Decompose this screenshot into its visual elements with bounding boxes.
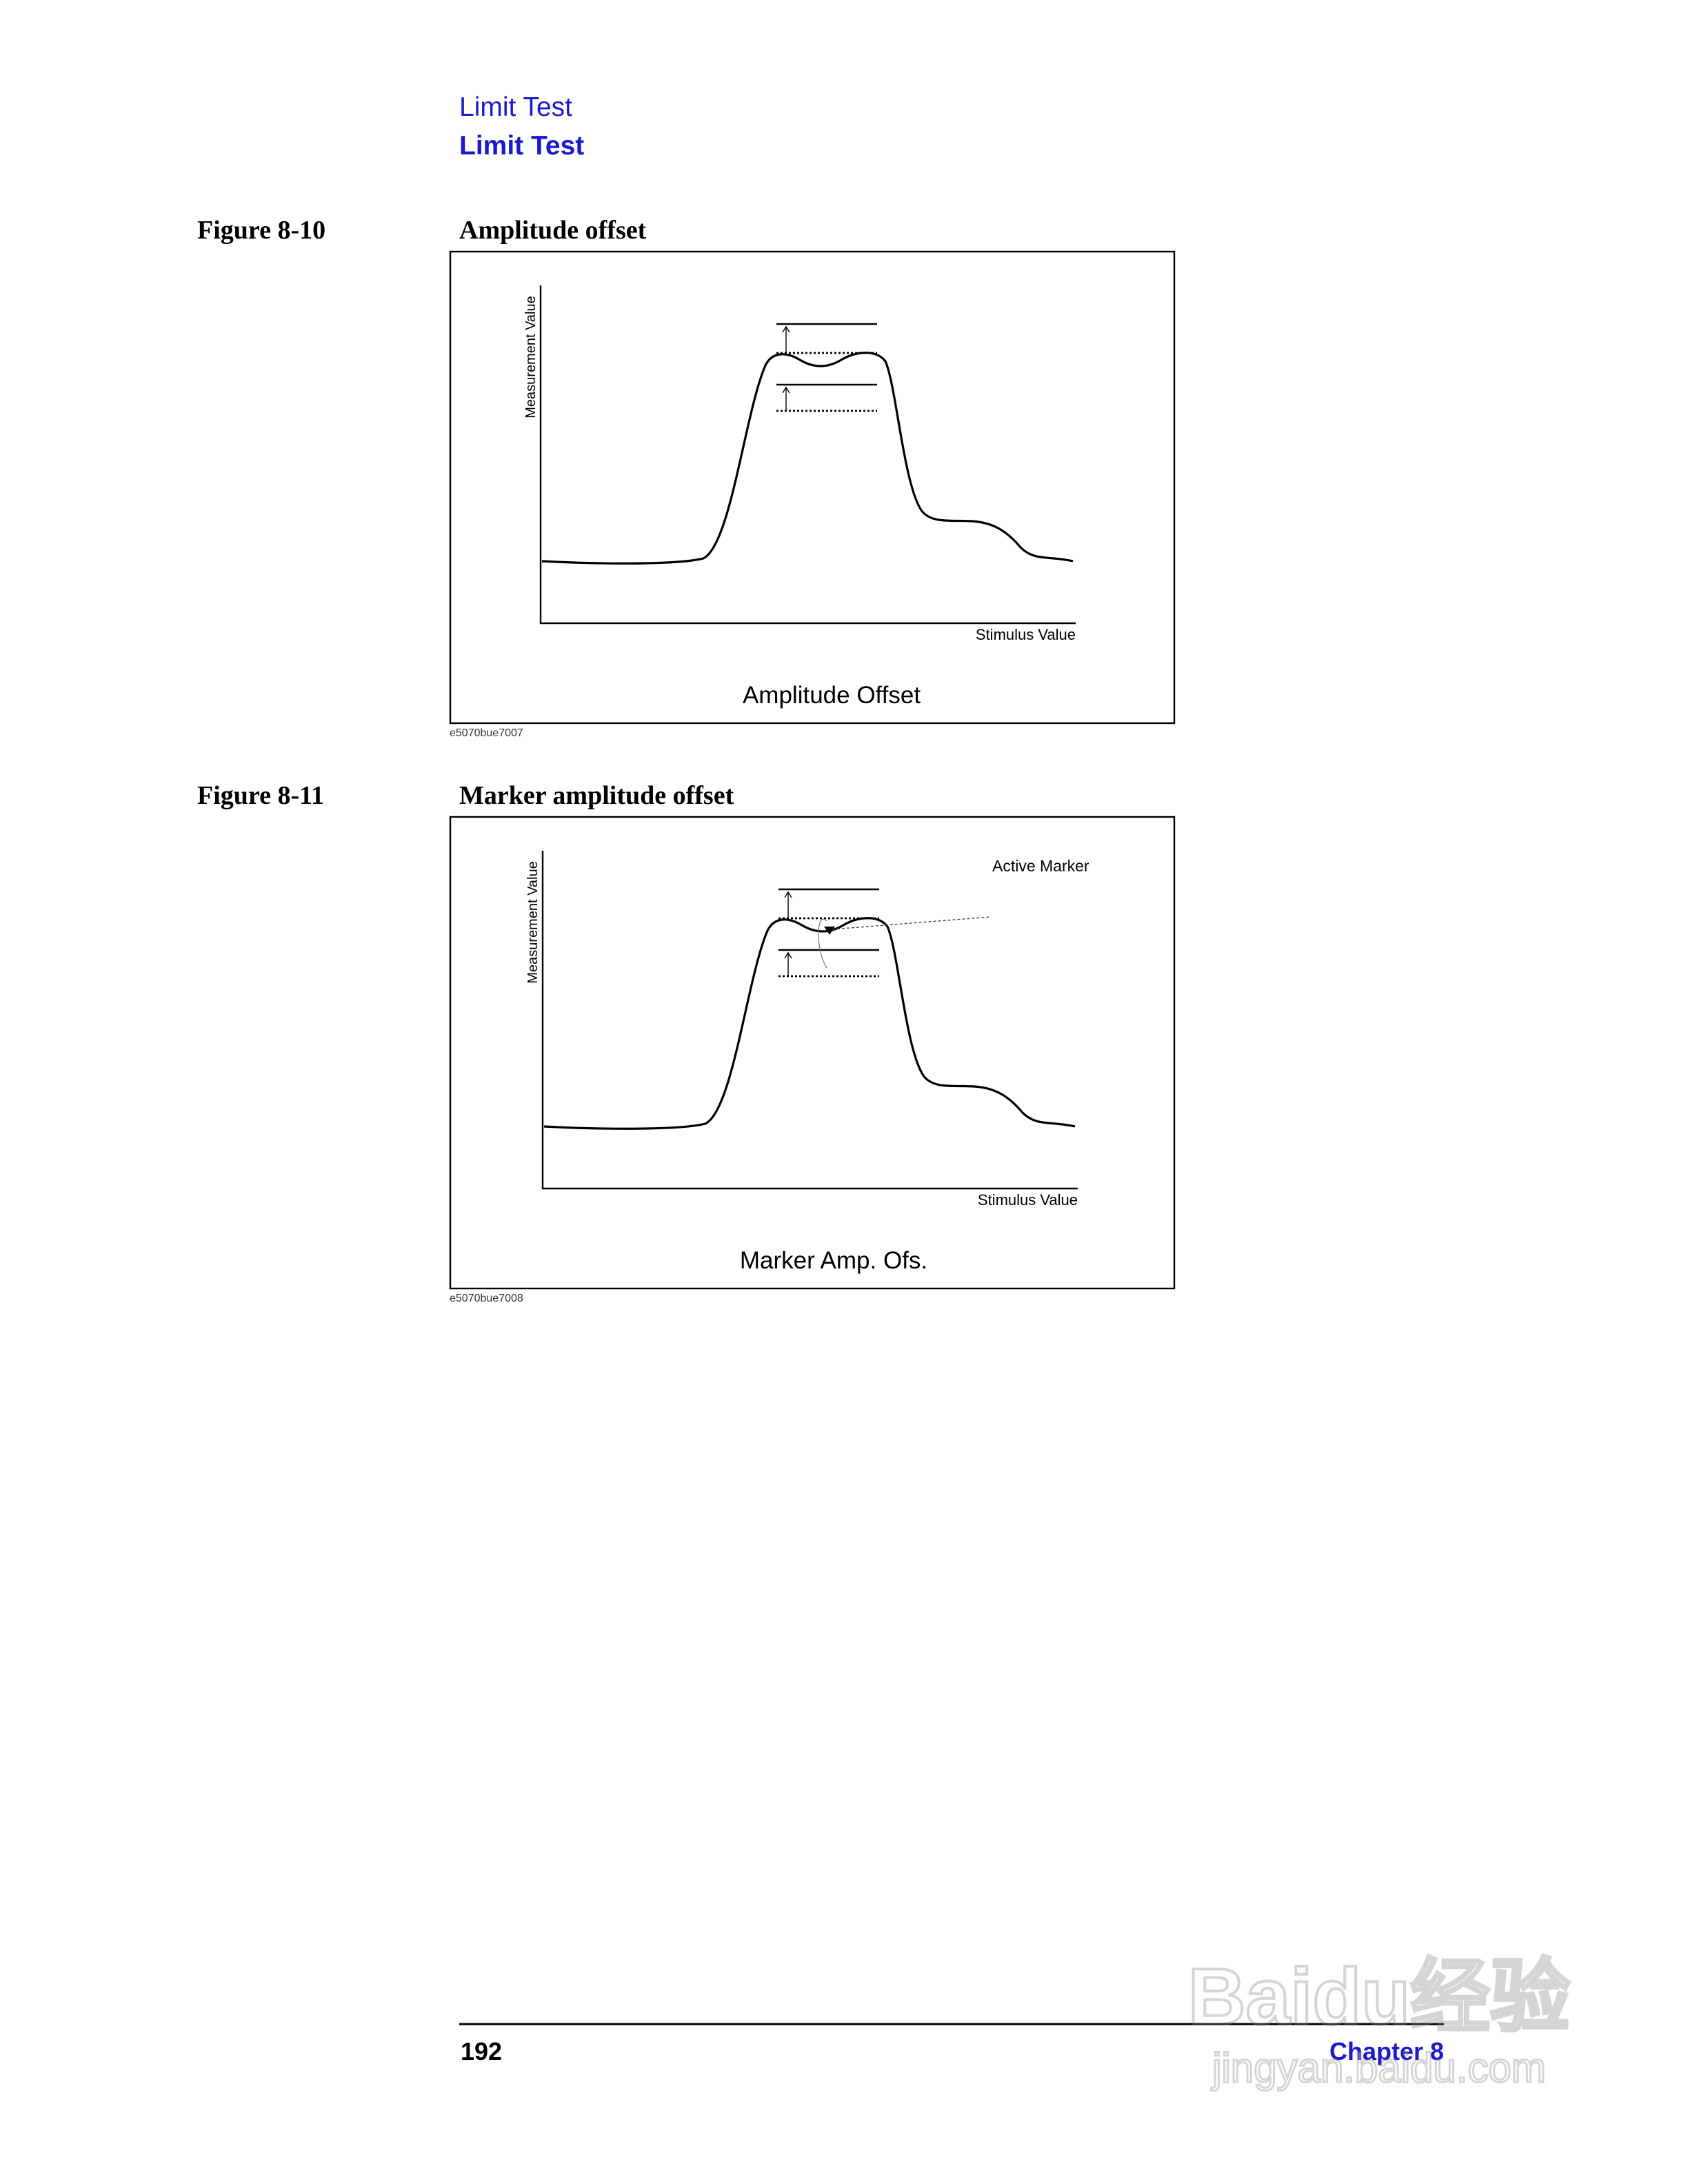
image-id: e5070bue7008 — [450, 1293, 523, 1304]
image-id: e5070bue7007 — [450, 727, 523, 739]
figure-diagram: Measurement Value Stimulus Value Active Ma… — [449, 816, 1176, 1304]
trace — [541, 352, 1074, 565]
arrow-head — [784, 891, 792, 898]
x-axis-label: Stimulus Value — [976, 626, 1076, 643]
y-axis-label: Measurement Value — [525, 861, 541, 984]
figure-label: Figure 8-10 — [197, 216, 325, 245]
diagram-caption: Marker Amp. Ofs. — [740, 1247, 927, 1274]
marker-bracket — [818, 918, 827, 969]
figure-frame — [449, 250, 1176, 725]
axes — [539, 285, 1076, 625]
figure-frame — [449, 816, 1176, 1290]
page-number: 192 — [461, 2037, 502, 2065]
y-axis-label: Measurement Value — [523, 296, 539, 418]
section-header: Limit Test — [459, 92, 572, 122]
annotation-leader — [832, 916, 992, 930]
watermark-url: jingyan.baidu.com — [1211, 2045, 1546, 2091]
diagram-caption: Amplitude Offset — [743, 682, 921, 709]
x-axis-label: Stimulus Value — [978, 1191, 1078, 1209]
arrow-head — [784, 951, 792, 959]
watermark-brand: Baidu经验 — [1188, 1952, 1570, 2041]
annotation: Active Marker — [992, 857, 1089, 875]
trace — [543, 917, 1076, 1130]
arrow-head — [782, 325, 790, 333]
chapter-label: Chapter 8 — [1329, 2037, 1444, 2065]
active-marker — [824, 927, 835, 935]
page-title: Limit Test — [459, 131, 584, 161]
figure-title: Amplitude offset — [459, 216, 647, 245]
arrow-head — [782, 386, 790, 394]
watermark: Baidu经验 jingyan.baidu.com — [1187, 1950, 1571, 2092]
figure-title: Marker amplitude offset — [459, 781, 734, 810]
figure-diagram: Measurement Value Stimulus Value Amplitude… — [449, 250, 1176, 739]
figure-label: Figure 8-11 — [197, 781, 324, 810]
axes — [541, 851, 1078, 1190]
